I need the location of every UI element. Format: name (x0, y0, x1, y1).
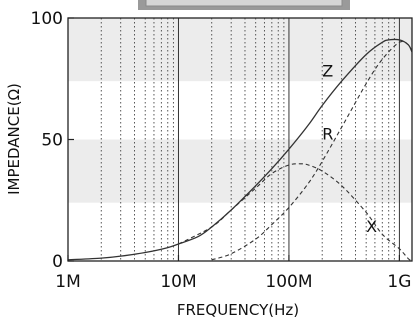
y-axis-title: IMPEDANCE(Ω) (5, 83, 23, 195)
series-line-x (178, 163, 413, 262)
series-label-r: R (322, 125, 333, 144)
series-label-x: X (366, 217, 377, 236)
series-line-z (67, 38, 413, 261)
grid-lines (100, 18, 400, 261)
background-band-1 (68, 18, 412, 82)
x-tick-label: 100M (265, 272, 312, 292)
y-tick-label: 50 (41, 131, 63, 151)
series-lines (67, 38, 413, 262)
background-band-0 (68, 139, 412, 203)
series-labels: Z R X (322, 61, 377, 236)
x-tick-label: 1M (55, 272, 80, 292)
series-line-r (211, 40, 413, 261)
header-tab (145, 0, 343, 7)
x-axis-title: FREQUENCY(Hz) (177, 301, 299, 319)
plot-area-bands (68, 18, 412, 203)
series-label-z: Z (322, 61, 333, 80)
x-tick-label: 10M (160, 272, 196, 292)
y-tick-label: 100 (31, 9, 63, 29)
x-tick-label: 1G (387, 272, 411, 292)
axis-ticks: 1M 10M 100M 1G 0 50 100 (31, 9, 412, 292)
y-tick-label: 0 (52, 252, 63, 272)
